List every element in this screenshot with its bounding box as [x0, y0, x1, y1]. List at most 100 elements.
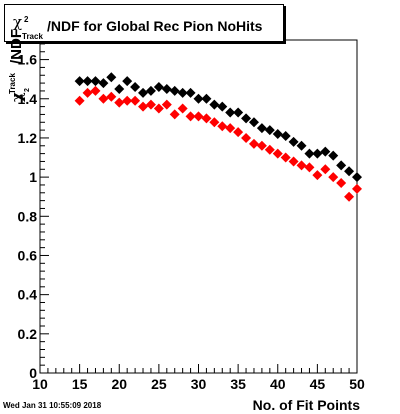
x-tick-label: 25 — [151, 376, 167, 392]
red-series-point — [241, 132, 252, 143]
red-series-point — [90, 85, 101, 96]
title-subscript: Track — [22, 32, 43, 41]
x-tick-label: 40 — [270, 376, 286, 392]
red-series-point — [177, 103, 188, 114]
x-tick-label: 15 — [72, 376, 88, 392]
red-series-point — [169, 109, 180, 120]
x-tick-label: 35 — [230, 376, 246, 392]
red-series-point — [122, 95, 133, 106]
black-series-point — [217, 101, 228, 112]
data-points — [74, 72, 362, 202]
black-series-point — [288, 136, 299, 147]
y-tick-label: 0.2 — [18, 326, 38, 342]
black-series-point — [138, 87, 149, 98]
axes: 10 15 20 25 30 35 40 45 50 0 0.2 0.4 0.6 0.8 1 1.2 1.4 1.… — [18, 35, 365, 392]
black-series-point — [201, 93, 212, 104]
title-superscript: 2 — [24, 15, 29, 24]
black-series-point — [145, 85, 156, 96]
red-series-point — [336, 177, 347, 188]
red-series-point — [344, 191, 355, 202]
red-series-point — [217, 121, 228, 132]
red-series-point — [130, 95, 141, 106]
red-series-point — [288, 156, 299, 167]
black-series-point — [122, 76, 133, 87]
red-series-point — [328, 172, 339, 183]
red-series-point — [82, 87, 93, 98]
x-tick-label: 50 — [349, 376, 365, 392]
black-series-point — [312, 148, 323, 159]
black-series-point — [241, 113, 252, 124]
red-series-point — [256, 140, 267, 151]
black-series-point — [130, 82, 141, 93]
red-series-point — [312, 170, 323, 181]
red-series-point — [296, 160, 307, 171]
red-series-point — [201, 113, 212, 124]
timestamp: Wed Jan 31 10:55:09 2018 — [3, 401, 102, 410]
black-series-point — [90, 76, 101, 87]
black-series-point — [106, 72, 117, 83]
black-series-point — [272, 129, 283, 140]
red-series-point — [280, 152, 291, 163]
y-tick-label: 1 — [29, 169, 37, 185]
red-series-point — [74, 95, 85, 106]
red-series-point — [320, 164, 331, 175]
x-tick-label: 10 — [32, 376, 48, 392]
black-series-point — [352, 172, 362, 183]
title-text: /NDF for Global Rec Pion NoHits — [47, 18, 263, 34]
black-series-point — [336, 160, 347, 171]
y-tick-label: 0 — [29, 365, 37, 381]
red-series-point — [264, 144, 275, 155]
red-series-point — [185, 111, 196, 122]
ylabel-subscript: Track — [8, 73, 17, 94]
ylabel-text: /NDF — [8, 29, 25, 64]
red-series-point — [304, 162, 315, 173]
y-tick-label: 0.8 — [18, 208, 38, 224]
black-series-point — [74, 76, 85, 87]
black-series-point — [209, 99, 220, 110]
black-series-point — [177, 87, 188, 98]
red-series-point — [248, 138, 259, 149]
black-series-point — [233, 107, 244, 118]
black-series-point — [256, 123, 267, 134]
black-series-point — [304, 148, 315, 159]
chart-title: χ 2 Track /NDF for Global Rec Pion NoHit… — [4, 4, 284, 42]
red-series-point — [193, 111, 204, 122]
red-series-point — [114, 97, 125, 108]
black-series-point — [153, 82, 164, 93]
red-series-point — [233, 127, 244, 138]
black-series-point — [114, 83, 125, 94]
red-series-point — [209, 117, 220, 128]
black-series-point — [328, 150, 339, 161]
black-series-point — [296, 140, 307, 151]
black-series-point — [98, 78, 109, 89]
y-tick-label: 1.4 — [18, 91, 38, 107]
y-tick-label: 1.6 — [18, 52, 38, 68]
red-series-point — [153, 103, 164, 114]
red-series-point — [106, 91, 117, 102]
ylabel-superscript: 2 — [24, 88, 31, 92]
x-tick-label: 45 — [310, 376, 326, 392]
red-series-point — [138, 101, 149, 112]
black-series-point — [169, 85, 180, 96]
x-tick-label: 20 — [111, 376, 127, 392]
black-series-point — [248, 117, 259, 128]
x-axis-label: No. of Fit Points — [252, 397, 360, 413]
title-chi-symbol: χ — [13, 13, 23, 31]
red-series-point — [145, 99, 156, 110]
y-tick-label: 0.4 — [18, 287, 38, 303]
black-series-point — [264, 125, 275, 136]
y-tick-label: 1.2 — [18, 130, 38, 146]
black-series-point — [320, 146, 331, 157]
red-series-point — [161, 99, 172, 110]
x-tick-label: 30 — [191, 376, 207, 392]
black-series-point — [280, 130, 291, 141]
red-series-point — [98, 93, 109, 104]
red-series-point — [272, 148, 283, 159]
red-series-point — [225, 123, 236, 134]
red-series-point — [352, 183, 362, 194]
black-series-point — [161, 83, 172, 94]
black-series-point — [185, 87, 196, 98]
y-tick-label: 0.6 — [18, 247, 38, 263]
black-series-point — [82, 76, 93, 87]
